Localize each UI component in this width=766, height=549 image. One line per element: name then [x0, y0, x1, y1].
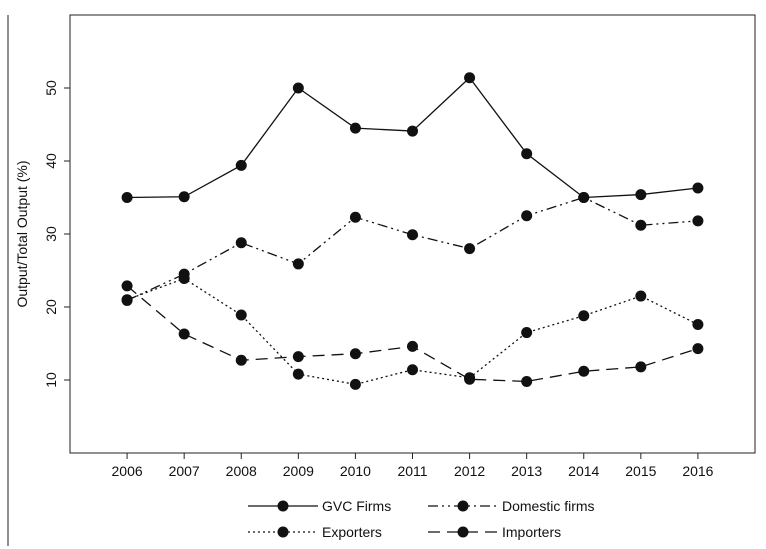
legend-label-importers: Importers — [502, 524, 561, 540]
x-tick-label: 2014 — [568, 463, 599, 479]
y-tick-label: 30 — [43, 226, 59, 242]
data-point-gvc-firms — [464, 72, 476, 84]
legend-marker-importers — [457, 526, 469, 538]
x-tick-label: 2006 — [112, 463, 143, 479]
data-point-gvc-firms — [521, 148, 533, 160]
data-point-importers — [235, 354, 247, 366]
data-point-gvc-firms — [292, 82, 304, 94]
data-point-importers — [464, 373, 476, 385]
data-point-gvc-firms — [349, 122, 361, 134]
data-point-importers — [292, 351, 304, 363]
y-tick-label: 40 — [43, 153, 59, 169]
data-point-exporters — [178, 273, 190, 285]
x-tick-label: 2012 — [454, 463, 485, 479]
series-line-exporters — [126, 277, 699, 386]
data-point-exporters — [635, 290, 647, 302]
data-point-importers — [121, 280, 133, 292]
data-point-gvc-firms — [635, 189, 647, 201]
data-point-importers — [692, 343, 704, 355]
data-point-domestic-firms — [349, 211, 361, 223]
x-tick-label: 2009 — [283, 463, 314, 479]
legend-label-exporters: Exporters — [322, 524, 382, 540]
data-point-gvc-firms — [235, 159, 247, 171]
data-point-importers — [407, 340, 418, 352]
data-point-exporters — [349, 378, 361, 390]
data-point-domestic-firms — [464, 243, 476, 255]
x-tick-label: 2016 — [682, 463, 713, 479]
legend-label-domestic-firms: Domestic firms — [502, 498, 595, 514]
data-point-importers — [178, 328, 190, 340]
y-tick-label: 20 — [43, 299, 59, 315]
data-point-gvc-firms — [692, 182, 704, 194]
series-line-domestic-firms — [126, 196, 698, 302]
data-point-domestic-firms — [692, 215, 704, 227]
legend-marker-domestic-firms — [457, 500, 469, 512]
data-point-exporters — [292, 368, 304, 380]
data-point-exporters — [578, 310, 590, 322]
legend: GVC Firms Domestic firms Exporters Importer… — [248, 498, 595, 540]
y-axis-ticks: 10 20 30 40 50 — [43, 80, 70, 388]
y-tick-label: 10 — [43, 372, 59, 388]
x-tick-label: 2015 — [625, 463, 656, 479]
data-point-domestic-firms — [292, 258, 304, 270]
data-point-exporters — [121, 294, 133, 306]
data-point-domestic-firms — [578, 192, 590, 203]
legend-marker-exporters — [277, 526, 289, 538]
data-point-exporters — [235, 309, 247, 321]
data-point-domestic-firms — [521, 210, 533, 222]
legend-marker-gvc-firms — [277, 500, 289, 512]
data-point-gvc-firms — [121, 192, 133, 203]
data-point-importers — [521, 375, 533, 387]
data-point-exporters — [521, 327, 533, 339]
series-layer — [121, 72, 704, 390]
data-point-domestic-firms — [635, 219, 647, 231]
data-point-gvc-firms — [407, 125, 418, 137]
x-tick-label: 2013 — [511, 463, 542, 479]
data-point-exporters — [407, 364, 418, 376]
x-tick-label: 2008 — [226, 463, 257, 479]
legend-label-gvc-firms: GVC Firms — [322, 498, 391, 514]
x-tick-label: 2010 — [340, 463, 371, 479]
y-axis-label: Output/Total Output (%) — [14, 160, 30, 307]
data-point-importers — [349, 348, 361, 360]
y-tick-label: 50 — [43, 80, 59, 96]
data-point-domestic-firms — [235, 237, 247, 249]
x-tick-label: 2007 — [169, 463, 200, 479]
data-point-importers — [578, 365, 590, 377]
x-tick-label: 2011 — [397, 463, 427, 479]
data-point-exporters — [692, 319, 704, 331]
data-point-domestic-firms — [407, 229, 418, 241]
data-point-gvc-firms — [178, 191, 190, 203]
data-point-importers — [635, 361, 647, 373]
x-axis-ticks: 2006 2007 2008 2009 2010 2011 2012 2013 2014 2015… — [112, 453, 714, 479]
